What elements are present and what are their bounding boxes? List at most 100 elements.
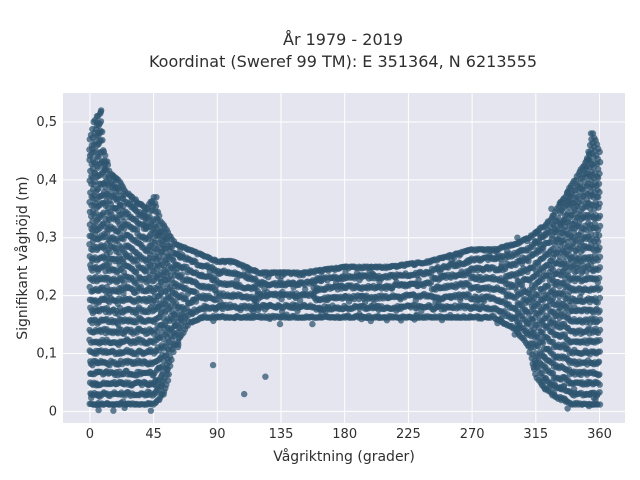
data-point <box>250 296 258 303</box>
data-point <box>202 295 210 303</box>
data-point <box>595 232 603 239</box>
data-point <box>596 159 604 166</box>
data-point <box>153 194 160 201</box>
data-point <box>338 285 345 292</box>
data-point <box>495 251 502 259</box>
data-point <box>557 385 564 392</box>
data-point <box>110 407 117 414</box>
data-point <box>199 273 206 280</box>
data-point <box>551 381 558 388</box>
data-point <box>316 277 323 284</box>
data-point <box>309 277 317 284</box>
chart-title: År 1979 - 2019 <box>283 30 403 49</box>
data-point <box>177 246 184 253</box>
data-point <box>336 264 344 272</box>
data-point <box>217 299 224 306</box>
data-point <box>237 306 244 314</box>
data-point <box>356 276 363 284</box>
data-point <box>369 270 376 277</box>
data-point <box>86 152 94 159</box>
x-tick-label: 180 <box>332 427 357 442</box>
data-point <box>530 363 537 371</box>
data-point <box>331 275 338 282</box>
data-point <box>441 272 448 280</box>
data-point <box>596 189 603 196</box>
data-point <box>325 267 332 274</box>
data-point <box>112 189 120 196</box>
data-point <box>331 295 338 302</box>
data-point <box>251 283 258 290</box>
data-point <box>167 303 174 310</box>
data-point <box>276 320 284 328</box>
data-point <box>278 296 285 303</box>
x-tick-label: 225 <box>396 427 421 442</box>
data-point <box>567 380 575 387</box>
data-point <box>504 248 511 255</box>
data-point <box>498 314 505 322</box>
data-point <box>596 294 604 302</box>
data-point <box>93 382 100 389</box>
data-point <box>133 201 140 208</box>
data-point <box>266 315 273 322</box>
data-point <box>273 304 280 311</box>
data-point <box>296 279 303 286</box>
data-point <box>566 195 573 203</box>
data-point <box>166 246 173 253</box>
data-point <box>132 269 140 276</box>
data-point <box>106 249 114 256</box>
data-point <box>163 366 171 374</box>
data-point <box>412 297 419 304</box>
data-point <box>546 383 553 391</box>
data-point <box>209 361 217 369</box>
data-point <box>448 256 455 264</box>
data-point <box>393 279 400 286</box>
data-point <box>160 252 167 259</box>
x-tick-label: 360 <box>587 427 612 442</box>
data-point <box>254 287 261 295</box>
data-point <box>258 279 265 287</box>
y-tick-label: 0,3 <box>36 231 57 246</box>
data-point <box>133 279 140 286</box>
data-point <box>432 299 439 306</box>
data-point <box>345 298 353 305</box>
data-point <box>231 314 238 322</box>
data-point <box>587 230 594 237</box>
data-point <box>570 385 578 393</box>
data-point <box>120 290 127 297</box>
data-point <box>332 280 340 287</box>
data-point <box>118 379 126 386</box>
data-point <box>99 137 106 144</box>
data-point <box>418 307 425 315</box>
data-point <box>170 348 177 356</box>
x-tick-label: 45 <box>145 427 162 442</box>
data-point <box>288 290 296 297</box>
data-point <box>406 313 413 321</box>
x-tick-label: 315 <box>523 427 548 442</box>
data-point <box>411 316 418 323</box>
y-tick-label: 0,4 <box>36 173 57 188</box>
data-point <box>480 247 487 254</box>
data-point <box>512 314 519 321</box>
data-point <box>101 166 109 173</box>
data-point <box>102 152 109 159</box>
data-point <box>156 212 163 219</box>
data-point <box>234 282 241 290</box>
data-point <box>178 271 185 278</box>
data-point <box>465 267 472 274</box>
data-point <box>533 228 540 235</box>
data-point <box>383 317 391 324</box>
data-points <box>86 107 604 414</box>
data-point <box>95 129 102 136</box>
data-point <box>596 274 603 282</box>
data-point <box>465 257 472 264</box>
data-point <box>88 394 95 401</box>
data-point <box>584 156 592 163</box>
data-point <box>595 180 603 187</box>
data-point <box>596 285 604 292</box>
data-point <box>93 401 101 409</box>
data-point <box>596 326 604 334</box>
data-point <box>317 307 324 314</box>
data-point <box>548 205 555 212</box>
data-point <box>177 315 185 323</box>
